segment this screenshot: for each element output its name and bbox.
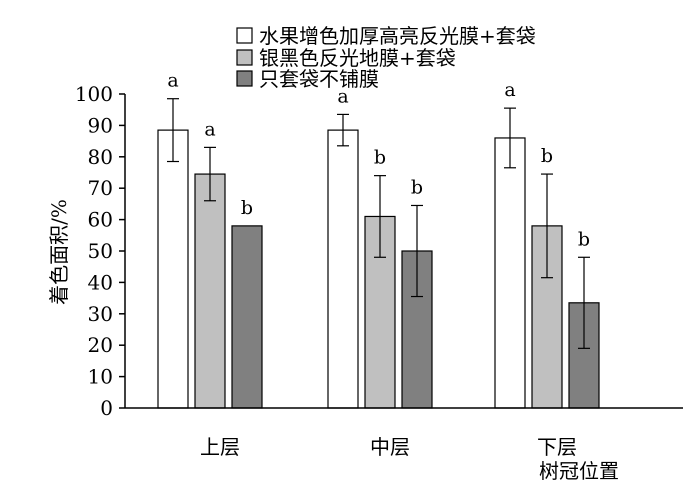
bar [494,137,526,409]
axes: 0 10 20 30 40 50 60 70 80 90 100 上层 中层 下层 [75,82,683,459]
y-axis-label: 着色面积/% [47,199,71,305]
significance-label: b [241,197,253,219]
y-tick-label: 10 [88,365,113,389]
y-tick-label: 100 [75,82,113,106]
x-tick-label: 下层 [537,435,577,459]
significance-label: a [167,70,178,92]
bar [231,225,263,409]
legend-swatch [236,27,253,44]
bar [194,173,226,409]
legend-swatch [236,49,253,66]
significance-label: a [204,118,215,140]
legend-label: 水果增色加厚高亮反光膜+套袋 [259,24,536,48]
y-tick-label: 30 [88,302,113,326]
y-tick-label: 60 [88,208,113,232]
legend-label: 银黑色反光地膜+套袋 [259,46,456,70]
x-axis-label: 树冠位置 [539,459,619,483]
y-tick-label: 50 [88,239,113,263]
y-tick-label: 40 [88,270,113,294]
y-tick-label: 20 [88,333,113,357]
significance-label: a [504,79,515,101]
y-tick-label: 80 [88,145,113,169]
x-tick-label: 中层 [370,435,410,459]
significance-label: b [578,228,590,250]
bars [157,98,600,409]
legend-label: 只套袋不铺膜 [259,67,379,91]
y-tick-label: 90 [88,113,113,137]
bar [157,129,189,409]
significance-label: a [337,85,348,107]
legend-swatch [236,70,253,87]
bar [327,129,359,409]
significance-label: b [374,147,386,169]
significance-label: b [541,145,553,167]
y-tick-label: 0 [100,396,113,420]
y-tick-label: 70 [88,176,113,200]
significance-labels: a a b a b b a b b [167,70,590,251]
x-tick-label: 上层 [200,435,240,459]
significance-label: b [411,176,423,198]
